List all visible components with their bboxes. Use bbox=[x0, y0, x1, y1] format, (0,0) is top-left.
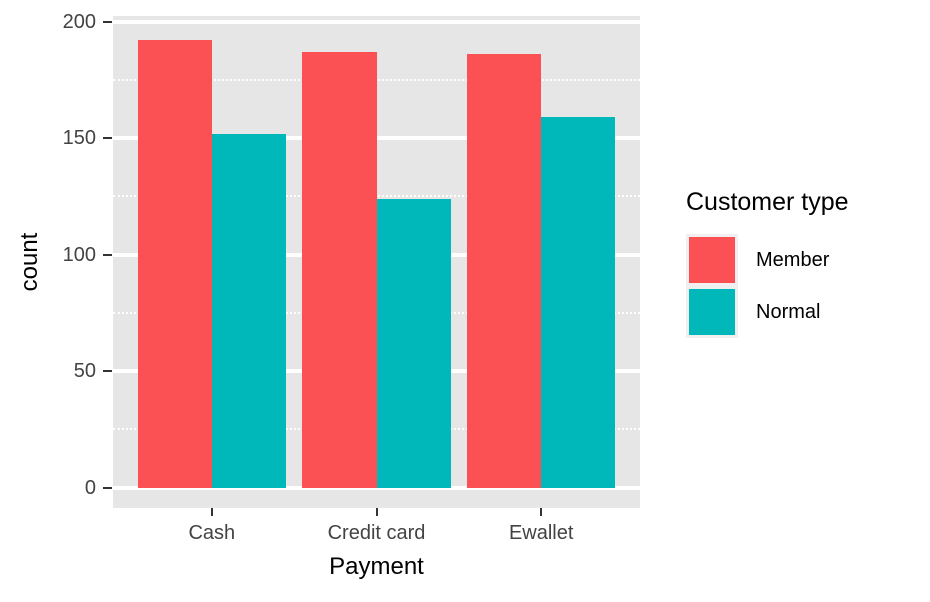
gridline-minor bbox=[113, 78, 640, 81]
legend-key bbox=[686, 234, 738, 286]
y-tick-label: 150 bbox=[62, 127, 96, 150]
x-axis-title: Payment bbox=[329, 553, 424, 580]
bar-member-cash bbox=[137, 40, 212, 488]
legend-keys: Member Normal bbox=[686, 234, 849, 338]
x-tick-label: Cash bbox=[188, 522, 236, 544]
y-tick-mark bbox=[103, 370, 112, 373]
legend: Customer type Member Normal bbox=[686, 188, 849, 338]
legend-label: Member bbox=[756, 248, 830, 271]
y-tick-label: 200 bbox=[62, 10, 96, 33]
bar-normal-credit-card bbox=[376, 198, 451, 488]
bar-normal-ewallet bbox=[541, 117, 616, 488]
bar-member-credit-card bbox=[302, 51, 377, 488]
plot-panel bbox=[113, 16, 640, 508]
y-tick-mark bbox=[103, 253, 112, 256]
y-tick-label: 50 bbox=[73, 360, 96, 383]
legend-entry-normal: Normal bbox=[686, 286, 849, 338]
legend-key bbox=[686, 286, 738, 338]
y-tick-label: 100 bbox=[62, 243, 96, 266]
gridline-minor bbox=[113, 195, 640, 198]
gridline-major bbox=[113, 136, 640, 141]
gridline-major bbox=[113, 19, 640, 24]
y-tick-mark bbox=[103, 20, 112, 23]
legend-entry-member: Member bbox=[686, 234, 849, 286]
x-tick-mark bbox=[540, 508, 543, 516]
legend-label: Normal bbox=[756, 300, 821, 323]
x-tick-mark bbox=[375, 508, 378, 516]
y-tick-mark bbox=[103, 137, 112, 140]
x-tick-label: Credit card bbox=[327, 522, 426, 544]
legend-title: Customer type bbox=[686, 188, 849, 216]
gridline-major bbox=[113, 485, 640, 490]
x-tick-mark bbox=[210, 508, 213, 516]
legend-swatch-member bbox=[689, 237, 735, 283]
bar-normal-cash bbox=[211, 133, 286, 488]
y-tick-mark bbox=[103, 486, 112, 489]
bar-member-ewallet bbox=[467, 54, 542, 488]
x-tick-label: Ewallet bbox=[508, 522, 574, 544]
y-tick-label: 0 bbox=[84, 476, 96, 499]
legend-swatch-normal bbox=[689, 289, 735, 335]
